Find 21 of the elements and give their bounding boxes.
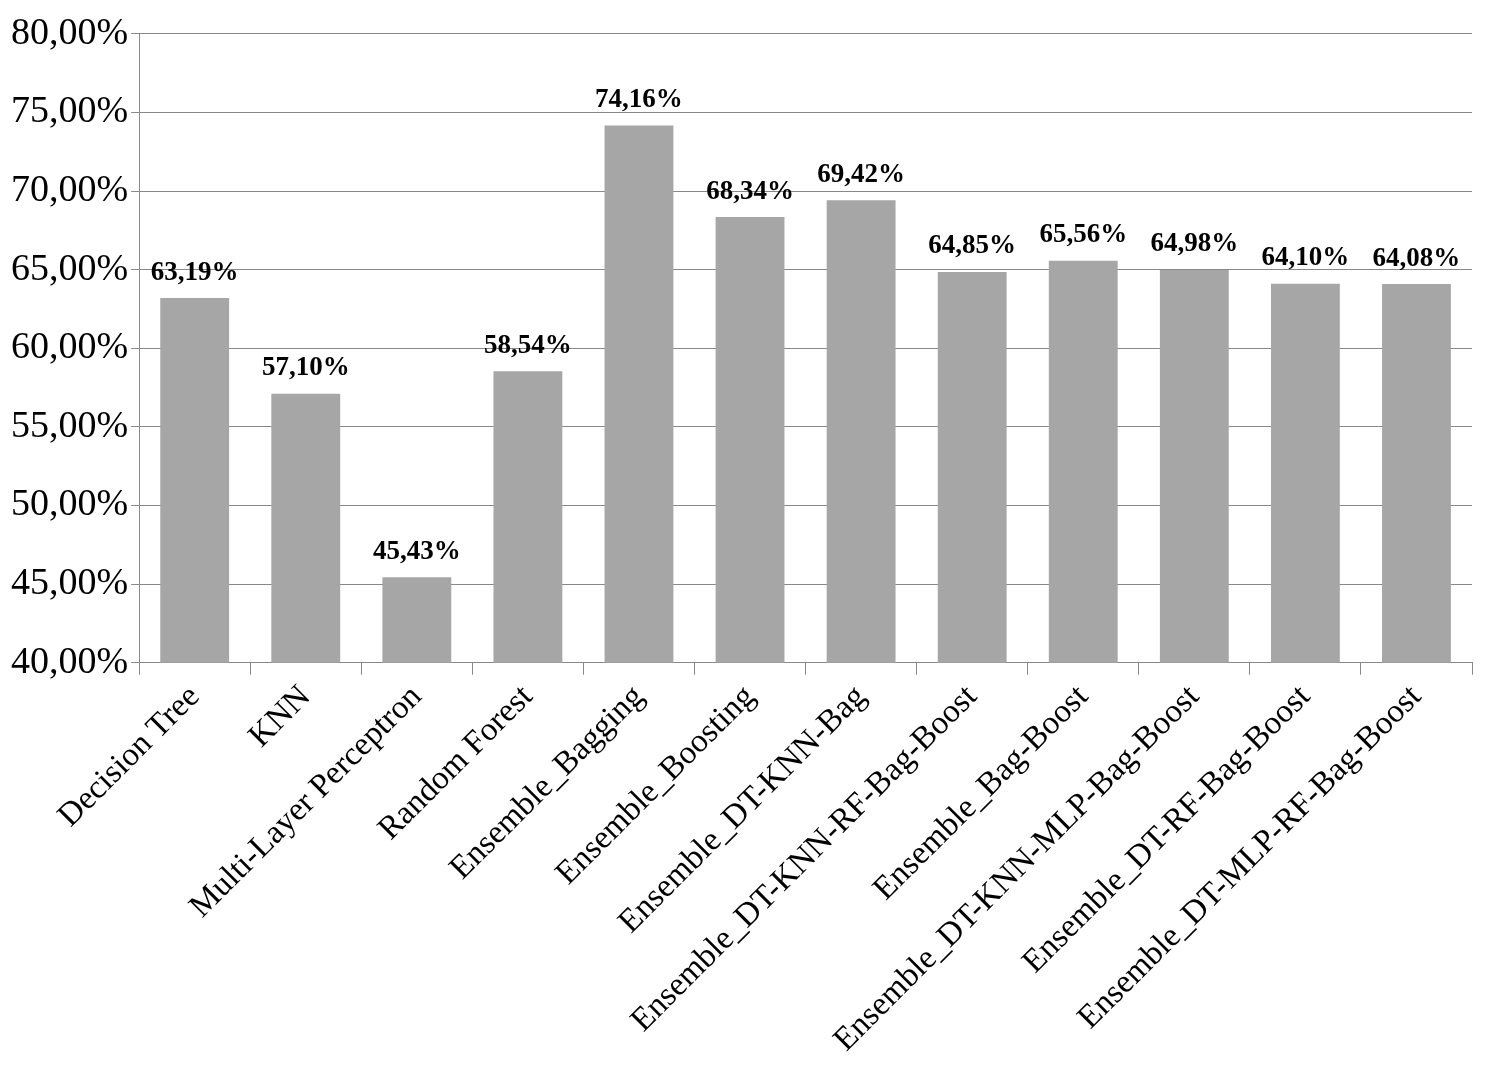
y-tick-label: 75,00%: [11, 88, 129, 131]
y-tick-label: 55,00%: [11, 402, 129, 445]
y-tick-label: 40,00%: [11, 638, 129, 681]
data-label: 68,34%: [706, 174, 794, 205]
data-label: 63,19%: [150, 255, 239, 286]
y-tick-label: 60,00%: [11, 324, 129, 367]
data-label: 65,56%: [1039, 218, 1128, 249]
y-tick-label: 70,00%: [11, 167, 129, 210]
data-label: 64,98%: [1150, 227, 1239, 258]
data-label: 58,54%: [484, 328, 572, 359]
y-tick-label: 50,00%: [11, 481, 129, 524]
data-label: 45,43%: [372, 534, 461, 565]
data-label: 64,08%: [1372, 241, 1461, 272]
data-label: 64,10%: [1261, 241, 1350, 272]
y-tick-label: 45,00%: [11, 560, 129, 603]
data-label: 57,10%: [261, 351, 350, 382]
data-label: 74,16%: [595, 83, 683, 114]
data-label: 64,85%: [928, 229, 1017, 260]
y-tick-label: 80,00%: [11, 9, 129, 52]
data-label: 69,42%: [817, 157, 905, 188]
y-tick-label: 65,00%: [11, 245, 129, 288]
